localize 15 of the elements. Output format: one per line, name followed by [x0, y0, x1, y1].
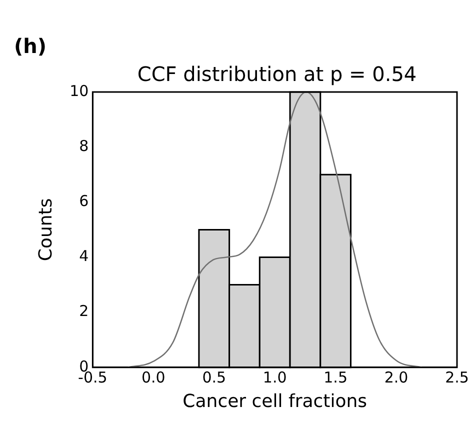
- y-tick-label: 4: [79, 247, 89, 266]
- y-tick-label: 6: [79, 192, 89, 210]
- chart-title: CCF distribution at p = 0.54: [136, 62, 418, 86]
- text: (h): [14, 34, 47, 58]
- x-tick-label: 0.5: [202, 368, 226, 386]
- y-tick-label: 8: [79, 136, 89, 155]
- x-tick-label: 1.5: [324, 368, 348, 386]
- y-axis-title: Counts: [35, 198, 56, 262]
- x-tick-label: 0.0: [141, 368, 166, 386]
- x-tick-label: 1.0: [262, 368, 287, 386]
- x-tick-label: 2.5: [445, 368, 469, 386]
- x-tick-label: 2.0: [384, 368, 408, 386]
- y-tick-label: 10: [70, 82, 89, 100]
- x-axis-title: Cancer cell fractions: [182, 390, 368, 412]
- y-tick-label: 2: [79, 302, 89, 320]
